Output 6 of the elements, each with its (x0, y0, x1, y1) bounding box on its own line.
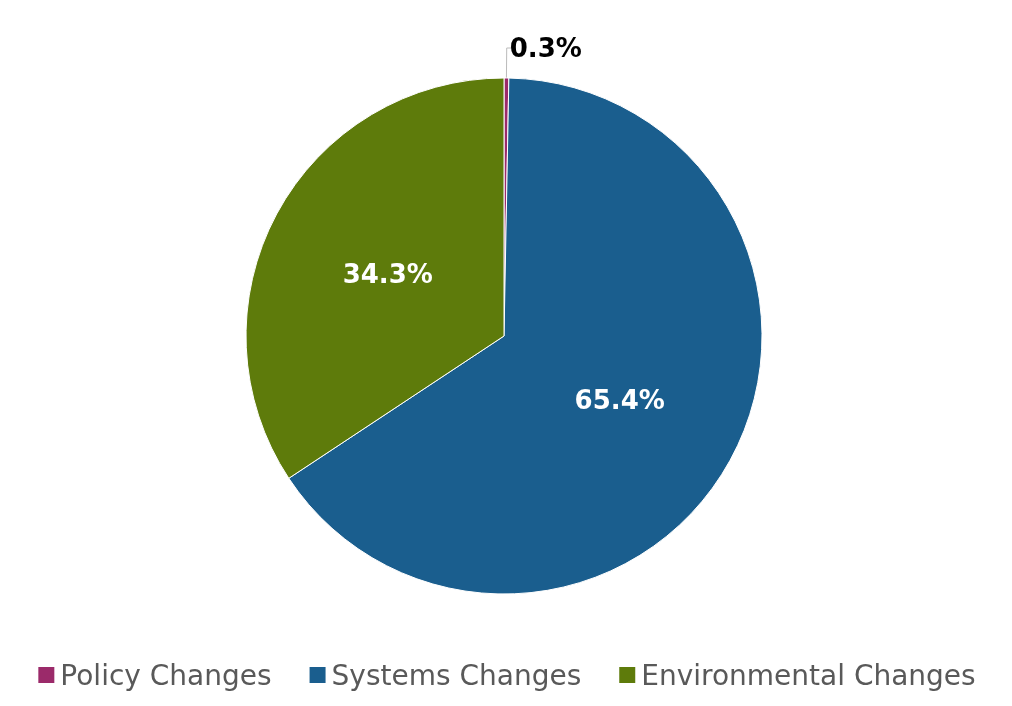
legend-label: Environmental Changes (641, 658, 976, 692)
data-label: 0.3% (509, 33, 582, 64)
data-label: 65.4% (574, 384, 665, 415)
data-label: 34.3% (342, 258, 433, 289)
legend-label: Systems Changes (331, 658, 582, 692)
legend-label: Policy Changes (60, 658, 272, 692)
